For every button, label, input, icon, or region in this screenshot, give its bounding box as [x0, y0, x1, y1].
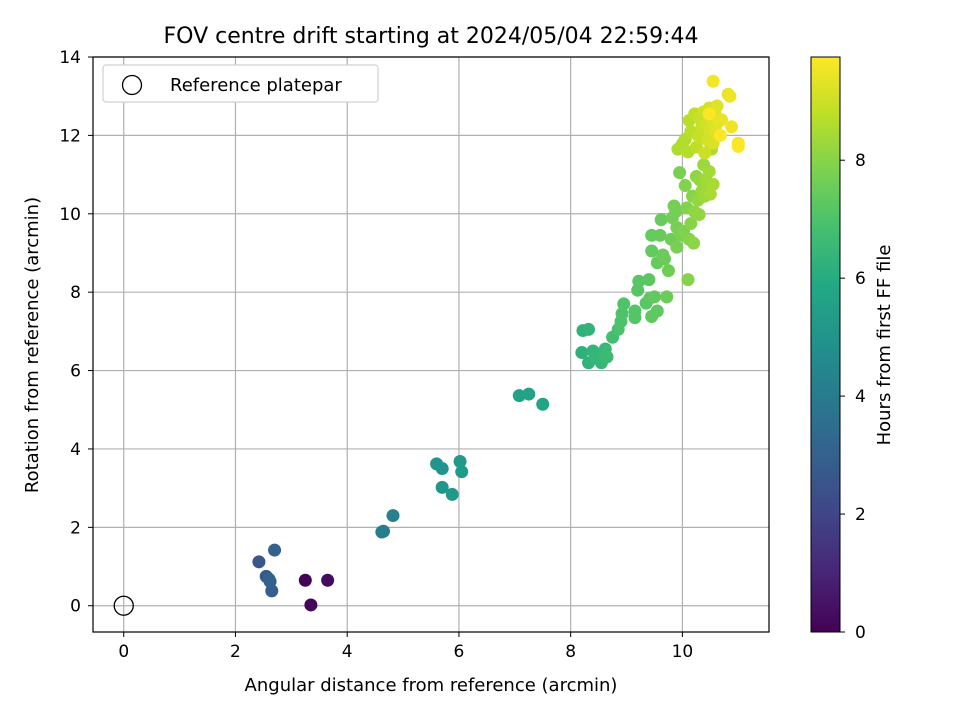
data-point	[268, 543, 282, 557]
y-tick-label: 6	[70, 362, 81, 382]
colorbar-tick-label: 8	[855, 151, 866, 171]
y-tick-label: 8	[70, 283, 81, 303]
data-point	[654, 213, 668, 227]
data-point	[252, 555, 266, 569]
y-tick-label: 14	[59, 48, 81, 68]
grid-lines	[93, 56, 769, 632]
data-point	[731, 139, 745, 153]
x-tick-label: 4	[342, 642, 353, 662]
data-point	[661, 264, 675, 278]
x-axis-ticks: 0 2 4 6 8 10	[118, 632, 693, 662]
data-point	[706, 74, 720, 88]
y-axis-ticks: 0 2 4 6 8 10 12 14	[59, 48, 93, 617]
data-point	[262, 572, 276, 586]
data-point	[632, 274, 646, 288]
y-tick-label: 12	[59, 126, 81, 146]
data-point	[642, 273, 656, 287]
data-point	[453, 454, 467, 468]
x-axis-label: Angular distance from reference (arcmin)	[245, 675, 618, 696]
plot-area-frame	[92, 56, 770, 633]
x-tick-label: 10	[672, 642, 694, 662]
data-point	[377, 524, 391, 538]
colorbar-ticks: 0 2 4 6 8	[840, 151, 866, 643]
data-point	[706, 177, 720, 191]
colorbar-tick-label: 2	[855, 505, 866, 525]
data-point	[628, 304, 642, 318]
data-point	[600, 350, 614, 364]
data-point	[673, 166, 687, 180]
data-point	[698, 146, 712, 160]
colorbar-label: Hours from first FF file	[874, 245, 895, 446]
chart-title: FOV centre drift starting at 2024/05/04 …	[164, 24, 699, 49]
data-point	[298, 573, 312, 587]
y-axis-label: Rotation from reference (arcmin)	[22, 197, 43, 493]
legend-frame	[102, 64, 379, 103]
data-point	[670, 240, 684, 254]
data-point	[615, 307, 629, 321]
data-point	[617, 297, 631, 311]
data-point	[692, 208, 706, 222]
data-point	[435, 462, 449, 476]
colorbar-gradient	[810, 56, 841, 633]
data-point	[386, 509, 400, 523]
x-tick-label: 8	[565, 642, 576, 662]
y-tick-label: 4	[70, 440, 81, 460]
data-point	[653, 228, 667, 242]
y-tick-label: 2	[70, 518, 81, 538]
data-point	[684, 217, 698, 231]
y-tick-label: 0	[70, 597, 81, 617]
data-point	[536, 397, 550, 411]
data-point	[703, 187, 717, 201]
colorbar-tick-label: 4	[855, 387, 866, 407]
data-point	[658, 252, 672, 266]
data-point	[702, 164, 716, 178]
legend: Reference platepar	[102, 64, 379, 103]
data-point	[702, 107, 716, 121]
data-point	[723, 89, 737, 103]
data-point	[445, 487, 459, 501]
colorbar: 0 2 4 6 8 Hours from first FF file	[810, 56, 895, 643]
data-point	[321, 573, 335, 587]
data-point	[304, 598, 318, 612]
y-tick-label: 10	[59, 205, 81, 225]
data-point	[582, 322, 596, 336]
data-point	[713, 128, 727, 142]
data-point	[645, 244, 659, 258]
legend-label-reference: Reference platepar	[170, 75, 342, 96]
reference-platepar-marker	[113, 595, 134, 616]
legend-marker-reference	[121, 74, 143, 96]
data-point	[660, 290, 674, 304]
data-point	[669, 205, 683, 219]
scatter-points	[113, 74, 745, 616]
x-tick-label: 6	[454, 642, 465, 662]
data-point	[522, 387, 536, 401]
data-point	[265, 584, 279, 598]
colorbar-tick-label: 6	[855, 269, 866, 289]
data-point	[455, 465, 469, 479]
x-tick-label: 0	[118, 642, 129, 662]
data-point	[681, 273, 695, 287]
colorbar-tick-label: 0	[855, 623, 866, 643]
data-point	[647, 290, 661, 304]
data-point	[678, 179, 692, 193]
data-point	[687, 236, 701, 250]
data-point	[435, 480, 449, 494]
x-tick-label: 2	[230, 642, 241, 662]
data-point	[575, 346, 589, 360]
data-point	[725, 120, 739, 134]
data-point	[650, 304, 664, 318]
data-point	[715, 113, 729, 127]
